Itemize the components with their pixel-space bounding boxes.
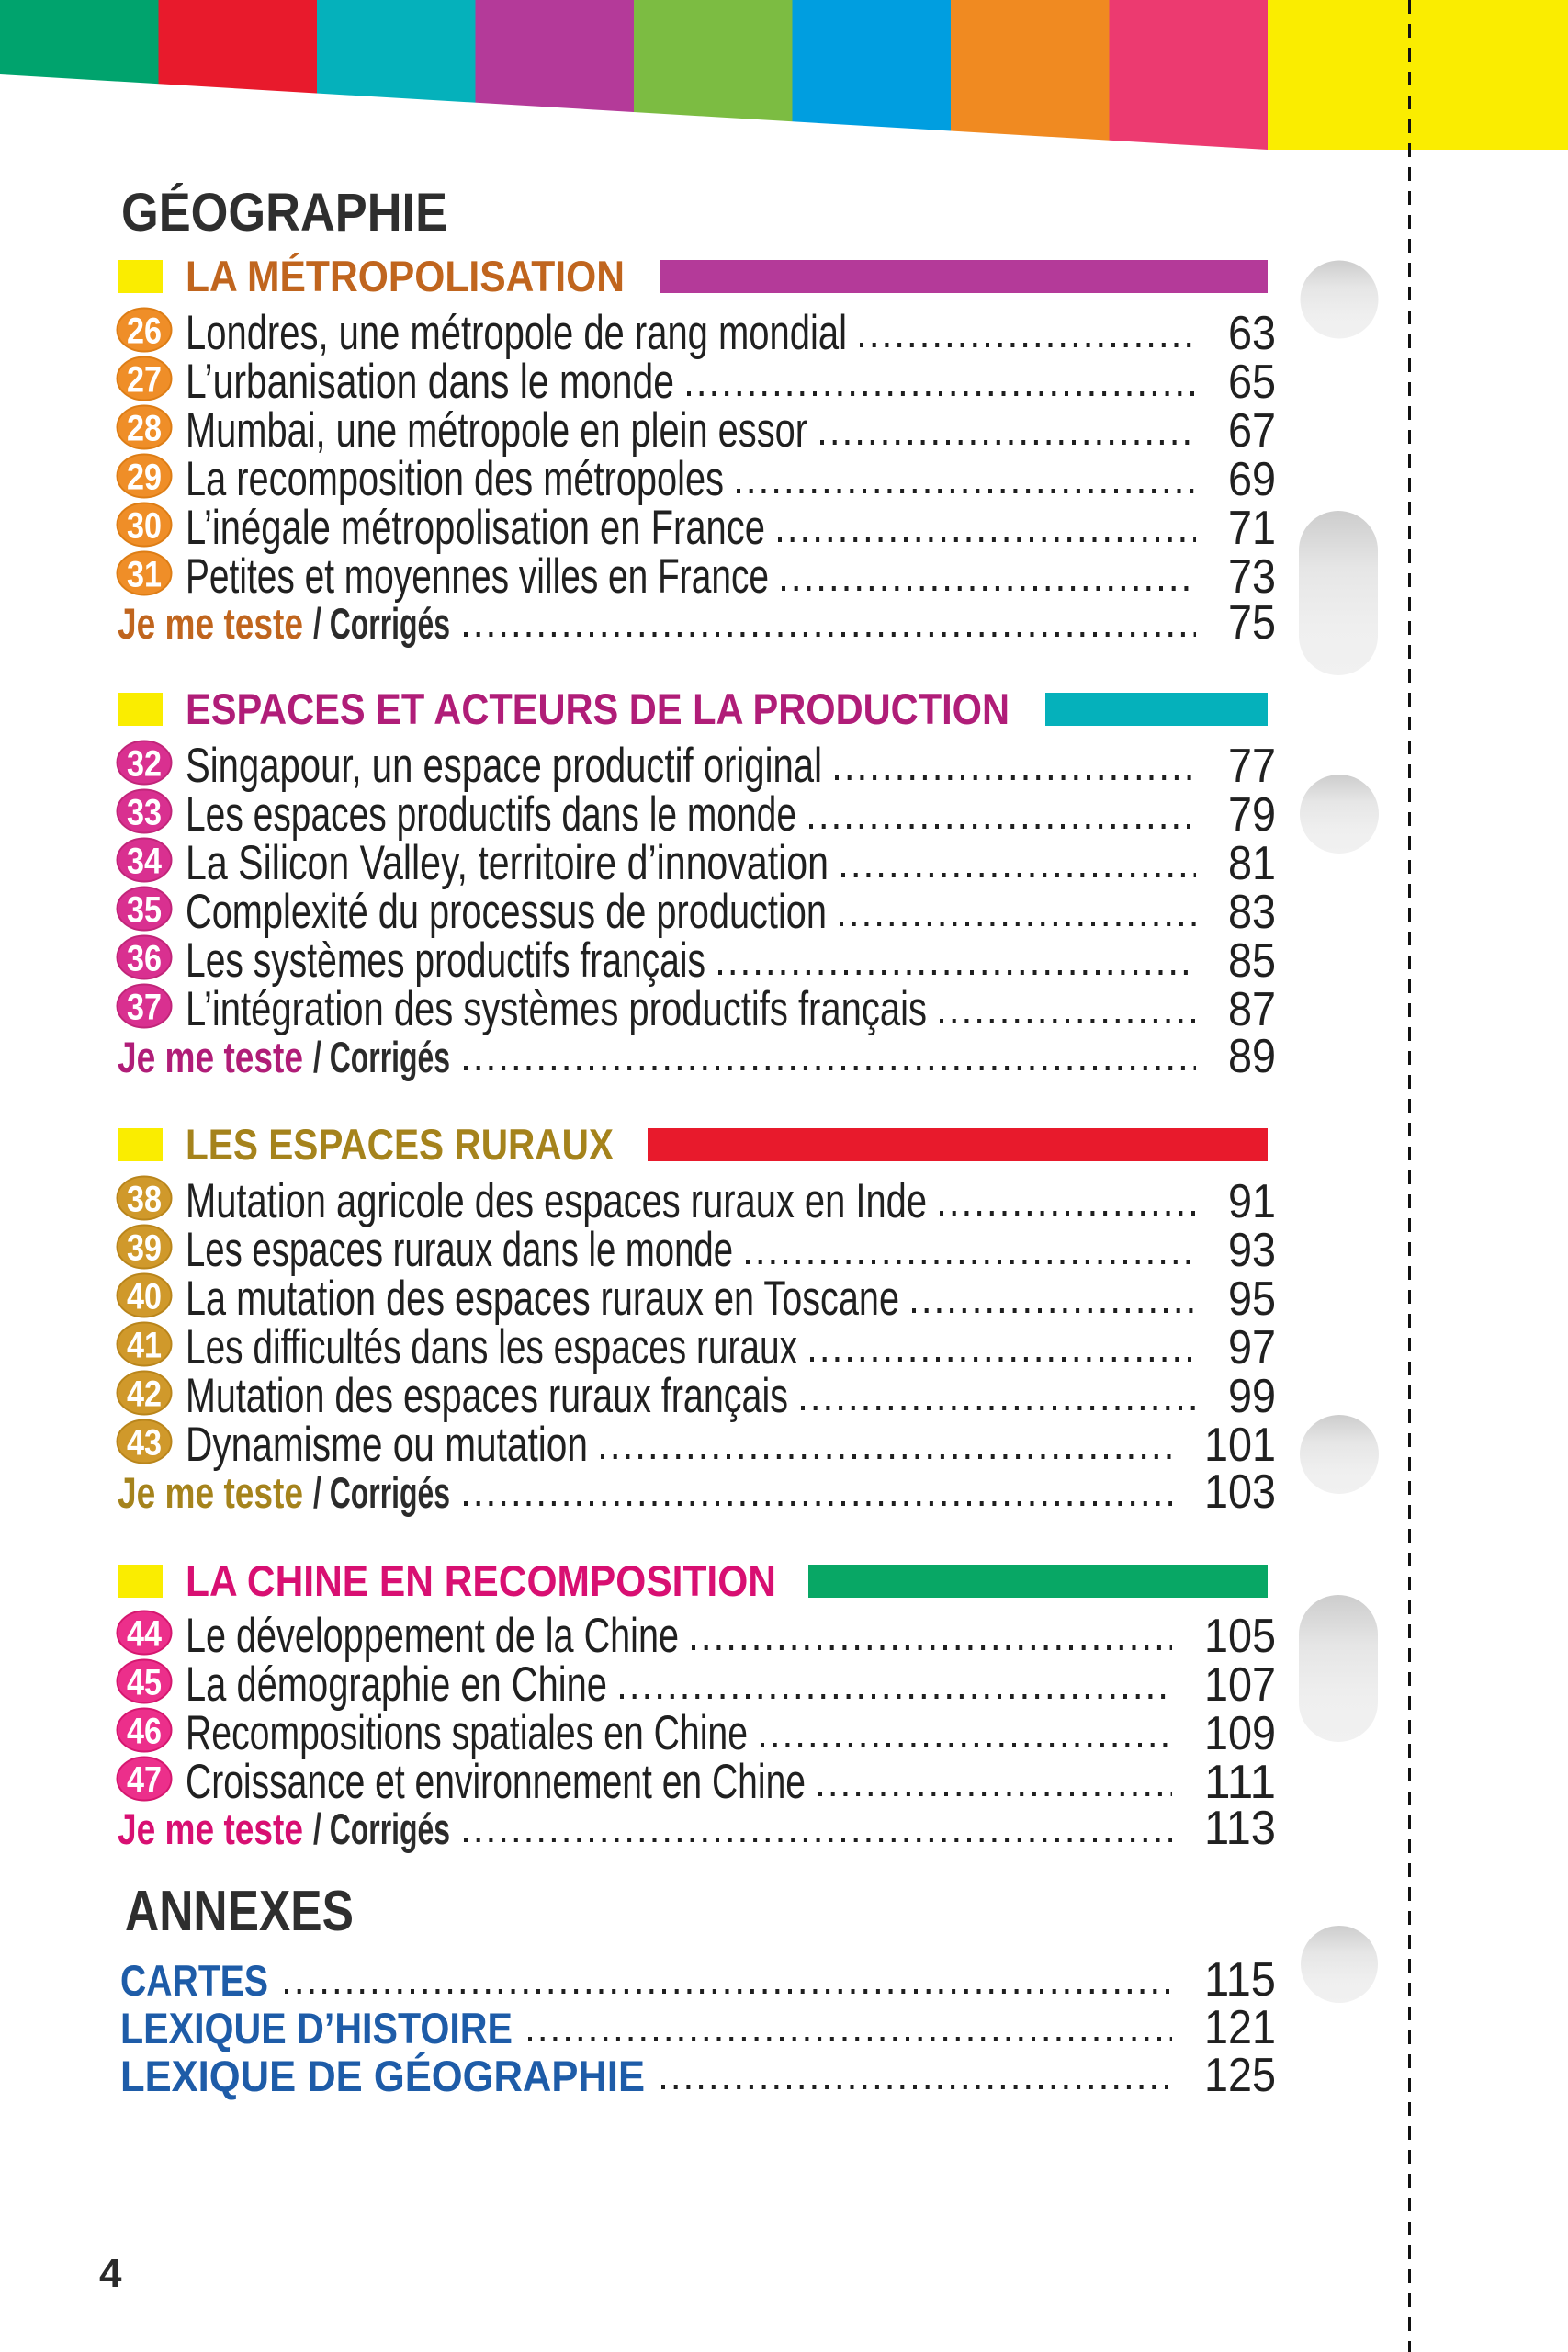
svg-text:121: 121	[1204, 2001, 1276, 2054]
svg-text:Croissance et environnement en: Croissance et environnement en Chine	[186, 1755, 806, 1809]
svg-text:LA MÉTROPOLISATION: LA MÉTROPOLISATION	[186, 252, 625, 300]
svg-text:81: 81	[1228, 837, 1276, 890]
svg-text:Mumbai, une métropole en plein: Mumbai, une métropole en plein essor	[186, 403, 807, 458]
svg-text:Je me teste: Je me teste	[118, 1804, 303, 1853]
svg-text:69: 69	[1228, 453, 1276, 506]
svg-text:93: 93	[1228, 1224, 1276, 1277]
svg-text:28: 28	[127, 409, 162, 449]
svg-text:67: 67	[1228, 404, 1276, 458]
svg-text:/ Corrigés: / Corrigés	[313, 1468, 450, 1517]
svg-text:37: 37	[127, 988, 162, 1028]
svg-text:La Silicon Valley, territoire: La Silicon Valley, territoire d’innovati…	[186, 836, 829, 890]
svg-text:L’urbanisation dans le monde: L’urbanisation dans le monde	[186, 355, 674, 409]
svg-text:33: 33	[127, 793, 162, 833]
svg-text:75: 75	[1228, 596, 1276, 650]
svg-text:Dynamisme ou mutation: Dynamisme ou mutation	[186, 1418, 588, 1472]
svg-text:La recomposition des métropole: La recomposition des métropoles	[186, 452, 724, 506]
svg-text:91: 91	[1228, 1175, 1276, 1228]
svg-text:41: 41	[127, 1326, 162, 1366]
svg-text:L’intégration des systèmes pro: L’intégration des systèmes productifs fr…	[186, 982, 927, 1036]
svg-text:83: 83	[1228, 886, 1276, 939]
svg-text:/ Corrigés: / Corrigés	[313, 1804, 450, 1853]
svg-text:Les espaces ruraux dans le mon: Les espaces ruraux dans le monde	[186, 1223, 733, 1277]
svg-text:Les espaces productifs dans le: Les espaces productifs dans le monde	[186, 787, 796, 842]
svg-text:95: 95	[1228, 1272, 1276, 1326]
svg-text:46: 46	[127, 1712, 162, 1752]
svg-text:35: 35	[127, 890, 162, 931]
svg-text:La mutation des espaces ruraux: La mutation des espaces ruraux en Toscan…	[186, 1272, 899, 1326]
svg-text:45: 45	[127, 1663, 162, 1703]
svg-text:73: 73	[1228, 550, 1276, 604]
svg-text:Je me teste: Je me teste	[118, 1468, 303, 1517]
svg-text:44: 44	[127, 1614, 163, 1655]
svg-text:Complexité du processus de pro: Complexité du processus de production	[186, 885, 827, 939]
svg-text:125: 125	[1204, 2049, 1276, 2102]
svg-text:29: 29	[127, 458, 162, 498]
svg-text:Je me teste: Je me teste	[118, 599, 303, 648]
svg-text:CARTES: CARTES	[120, 1956, 268, 2005]
svg-text:LES ESPACES RURAUX: LES ESPACES RURAUX	[186, 1120, 614, 1169]
svg-text:ANNEXES: ANNEXES	[125, 1880, 354, 1943]
svg-text:ESPACES ET ACTEURS DE LA PRODU: ESPACES ET ACTEURS DE LA PRODUCTION	[186, 684, 1010, 733]
svg-text:115: 115	[1204, 1953, 1276, 2007]
svg-text:LEXIQUE D’HISTOIRE: LEXIQUE D’HISTOIRE	[120, 2004, 513, 2052]
svg-text:113: 113	[1204, 1802, 1276, 1855]
svg-text:43: 43	[127, 1423, 162, 1464]
svg-text:Les systèmes productifs frança: Les systèmes productifs français	[186, 933, 705, 988]
svg-text:40: 40	[127, 1277, 162, 1317]
svg-text:32: 32	[127, 744, 162, 785]
svg-text:36: 36	[127, 939, 162, 979]
svg-text:89: 89	[1228, 1030, 1276, 1083]
svg-text:34: 34	[127, 842, 163, 882]
svg-text:27: 27	[127, 360, 162, 401]
svg-text:/ Corrigés: / Corrigés	[313, 599, 450, 648]
svg-text:Londres, une métropole de rang: Londres, une métropole de rang mondial	[186, 306, 847, 360]
svg-text:38: 38	[127, 1180, 162, 1220]
svg-text:4: 4	[99, 2251, 122, 2296]
svg-text:Je me teste: Je me teste	[118, 1033, 303, 1081]
svg-text:Mutation des espaces ruraux fr: Mutation des espaces ruraux français	[186, 1369, 788, 1423]
svg-text:85: 85	[1228, 934, 1276, 988]
svg-text:LEXIQUE DE GÉOGRAPHIE: LEXIQUE DE GÉOGRAPHIE	[120, 2052, 645, 2100]
svg-text:79: 79	[1228, 788, 1276, 842]
svg-text:65: 65	[1228, 356, 1276, 409]
svg-text:97: 97	[1228, 1321, 1276, 1374]
svg-text:31: 31	[127, 555, 162, 595]
svg-text:39: 39	[127, 1228, 162, 1269]
svg-text:63: 63	[1228, 307, 1276, 360]
svg-text:103: 103	[1204, 1465, 1276, 1519]
svg-text:Mutation agricole des espaces: Mutation agricole des espaces ruraux en …	[186, 1174, 927, 1228]
svg-text:105: 105	[1204, 1610, 1276, 1663]
svg-text:/ Corrigés: / Corrigés	[313, 1033, 450, 1081]
svg-text:LA CHINE EN RECOMPOSITION: LA CHINE EN RECOMPOSITION	[186, 1556, 776, 1605]
svg-text:30: 30	[127, 506, 162, 547]
svg-text:87: 87	[1228, 983, 1276, 1036]
svg-text:107: 107	[1204, 1658, 1276, 1712]
svg-text:Les difficultés dans les espac: Les difficultés dans les espaces ruraux	[186, 1320, 797, 1374]
svg-text:Petites et moyennes villes en: Petites et moyennes villes en France	[186, 549, 769, 604]
svg-text:Recompositions spatiales en Ch: Recompositions spatiales en Chine	[186, 1706, 748, 1760]
svg-text:Le développement de la Chine: Le développement de la Chine	[186, 1609, 679, 1663]
svg-text:26: 26	[127, 311, 162, 352]
svg-text:101: 101	[1204, 1419, 1276, 1472]
svg-text:47: 47	[127, 1760, 162, 1801]
svg-text:99: 99	[1228, 1370, 1276, 1423]
svg-text:111: 111	[1204, 1756, 1276, 1809]
svg-text:L’inégale métropolisation en F: L’inégale métropolisation en France	[186, 501, 765, 555]
svg-text:109: 109	[1204, 1707, 1276, 1760]
svg-text:GÉOGRAPHIE: GÉOGRAPHIE	[121, 183, 447, 243]
svg-text:Singapour, un espace productif: Singapour, un espace productif original	[186, 739, 822, 793]
svg-text:42: 42	[127, 1374, 162, 1415]
svg-text:71: 71	[1228, 502, 1276, 555]
svg-text:La démographie en Chine: La démographie en Chine	[186, 1657, 607, 1712]
svg-text:77: 77	[1228, 740, 1276, 793]
